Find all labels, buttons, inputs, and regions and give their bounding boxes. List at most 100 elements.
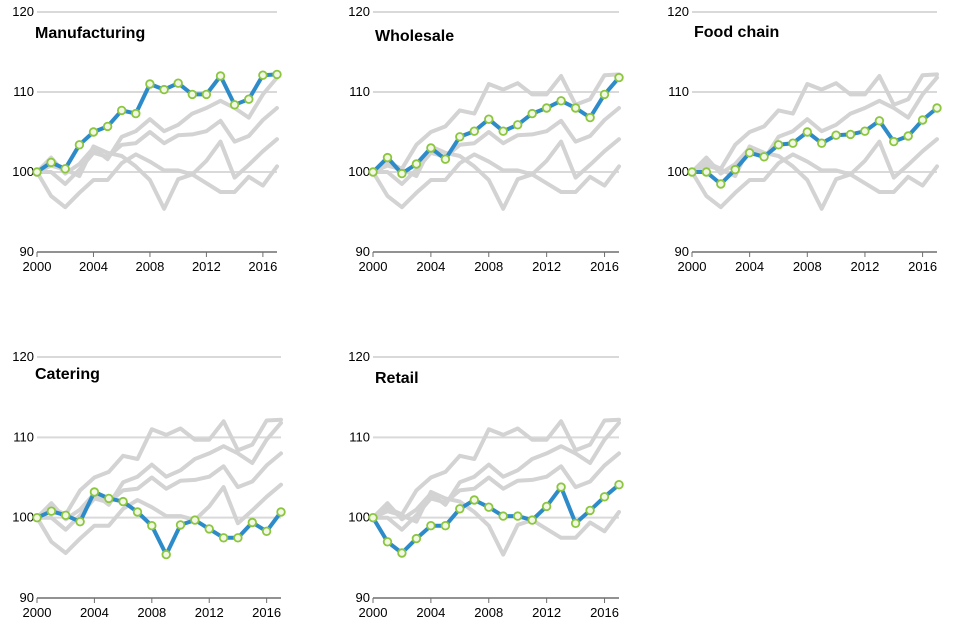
context-line-manufacturing <box>35 417 283 520</box>
point-retail-2015 <box>585 505 595 516</box>
point-food-chain-2017 <box>932 103 942 113</box>
point-manufacturing-2007 <box>131 108 141 119</box>
point-food-chain-2014 <box>889 136 899 147</box>
point-catering-2006 <box>118 496 128 507</box>
point-wholesale-2017 <box>614 72 624 83</box>
x-tick-label-2016: 2016 <box>252 605 281 620</box>
point-wholesale-2001 <box>382 152 393 163</box>
x-tick-label-2008: 2008 <box>135 259 164 274</box>
panel-food-chain: 90 100 110 120 2000 2004 2008 2012 2016 Food chai… <box>667 4 942 274</box>
context-line-food-chain <box>371 451 621 532</box>
point-retail-2010 <box>513 511 523 521</box>
context-line-retail <box>35 482 283 555</box>
point-retail-2003 <box>411 533 422 544</box>
context-line-catering <box>371 144 621 211</box>
y-tick-label-100: 100 <box>348 510 370 525</box>
point-wholesale-2010 <box>513 120 523 130</box>
point-food-chain-2003 <box>730 164 740 175</box>
x-tick-label-2000: 2000 <box>678 259 707 274</box>
point-retail-2006 <box>455 504 465 514</box>
point-manufacturing-2005 <box>102 121 113 132</box>
x-tick-label-2004: 2004 <box>735 259 764 274</box>
x-tick-label-2008: 2008 <box>793 259 822 274</box>
panel-wholesale: 90 100 110 120 2000 2004 2008 2012 2016 Wholesale <box>348 4 624 274</box>
point-food-chain-2005 <box>759 152 769 162</box>
x-tick-label-2000: 2000 <box>359 605 388 620</box>
point-retail-2004 <box>426 521 436 531</box>
x-tick-label-2012: 2012 <box>195 605 224 620</box>
point-catering-2009 <box>161 549 171 560</box>
point-wholesale-2013 <box>556 96 566 106</box>
point-retail-2013 <box>556 482 566 492</box>
point-manufacturing-2012 <box>201 89 212 100</box>
y-tick-label-100: 100 <box>667 164 689 179</box>
point-food-chain-2016 <box>917 115 928 125</box>
point-food-chain-2011 <box>845 129 856 140</box>
point-wholesale-2014 <box>570 103 581 113</box>
context-line-retail <box>35 137 279 210</box>
x-tick-label-2004: 2004 <box>79 259 108 274</box>
point-catering-2003 <box>75 517 85 527</box>
point-food-chain-2001 <box>701 167 712 177</box>
y-tick-label-110: 110 <box>668 84 689 99</box>
point-catering-2015 <box>247 517 257 528</box>
point-retail-2016 <box>599 492 610 502</box>
x-tick-label-2016: 2016 <box>908 259 937 274</box>
point-catering-2010 <box>175 520 186 530</box>
point-wholesale-2002 <box>397 168 407 179</box>
point-retail-2008 <box>484 502 494 512</box>
y-tick-label-110: 110 <box>349 429 370 444</box>
y-tick-label-110: 110 <box>349 84 370 99</box>
point-food-chain-2006 <box>773 140 784 150</box>
point-retail-2014 <box>570 518 581 528</box>
x-tick-label-2000: 2000 <box>23 605 52 620</box>
panel-title-retail: Retail <box>375 370 419 387</box>
point-wholesale-2011 <box>527 108 537 119</box>
point-catering-2002 <box>60 510 71 520</box>
point-manufacturing-2002 <box>60 164 70 174</box>
point-food-chain-2015 <box>903 131 913 141</box>
point-manufacturing-2003 <box>74 140 85 150</box>
y-tick-label-110: 110 <box>13 84 34 99</box>
point-manufacturing-2000 <box>32 167 42 177</box>
x-tick-label-2004: 2004 <box>416 259 445 274</box>
x-tick-label-2000: 2000 <box>359 259 388 274</box>
point-catering-2008 <box>147 521 157 531</box>
point-catering-2001 <box>46 506 57 516</box>
panel-title-manufacturing: Manufacturing <box>35 25 145 42</box>
point-wholesale-2004 <box>426 143 436 153</box>
point-food-chain-2004 <box>744 148 755 158</box>
point-food-chain-2000 <box>687 167 697 177</box>
point-catering-2012 <box>204 524 214 534</box>
point-manufacturing-2015 <box>244 94 254 104</box>
point-retail-2012 <box>541 501 552 512</box>
point-wholesale-2015 <box>585 112 595 123</box>
context-line-catering <box>35 144 279 211</box>
context-line-wholesale <box>35 420 283 522</box>
x-tick-label-2012: 2012 <box>192 259 221 274</box>
x-tick-label-2004: 2004 <box>80 605 109 620</box>
x-tick-label-2016: 2016 <box>590 605 619 620</box>
panel-manufacturing: 90 100 110 120 2000 2004 2008 2012 2016 Manufactu… <box>12 4 282 274</box>
y-tick-label-110: 110 <box>13 429 34 444</box>
point-catering-2007 <box>132 507 143 517</box>
context-line-catering <box>371 490 621 557</box>
x-tick-label-2008: 2008 <box>474 259 503 274</box>
point-manufacturing-2009 <box>159 84 169 95</box>
y-tick-label-90: 90 <box>20 244 34 259</box>
point-wholesale-2008 <box>484 114 494 124</box>
point-wholesale-2003 <box>411 159 422 169</box>
panel-catering: 90 100 110 120 2000 2004 2008 2012 2016 Catering <box>12 349 286 620</box>
point-food-chain-2002 <box>716 179 726 189</box>
point-food-chain-2008 <box>802 127 812 137</box>
point-wholesale-2006 <box>455 132 465 142</box>
point-food-chain-2010 <box>831 130 841 140</box>
point-manufacturing-2004 <box>88 127 99 137</box>
panel-retail: 90 100 110 120 2000 2004 2008 2012 2016 Retail <box>348 349 624 620</box>
y-tick-label-120: 120 <box>348 4 370 19</box>
y-tick-label-90: 90 <box>675 244 689 259</box>
point-manufacturing-2016 <box>258 70 268 80</box>
panel-title-food-chain: Food chain <box>694 24 779 41</box>
context-line-food-chain <box>35 106 279 186</box>
